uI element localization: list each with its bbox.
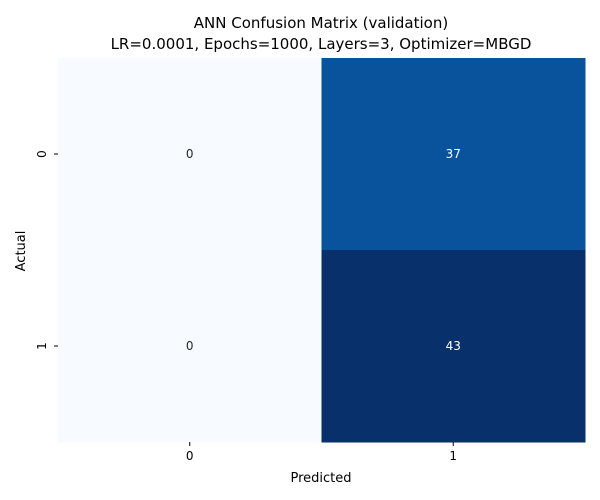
cell-annotations: 0 37 0 43 (186, 147, 461, 353)
y-axis: 01 (35, 150, 58, 350)
heatmap-cell-1-0 (58, 250, 322, 443)
heatmap-cell-0-1 (321, 58, 586, 251)
chart-subtitle: LR=0.0001, Epochs=1000, Layers=3, Optimi… (111, 35, 532, 53)
cell-value-label: 37 (446, 147, 461, 161)
chart-title: ANN Confusion Matrix (validation) (194, 14, 448, 32)
y-tick-label: 1 (35, 342, 49, 350)
heatmap-cells (58, 58, 586, 443)
cell-value-label: 0 (186, 147, 194, 161)
x-tick-label: 0 (186, 449, 194, 463)
x-tick-label: 1 (449, 449, 457, 463)
cell-value-label: 0 (186, 339, 194, 353)
y-tick-label: 0 (35, 150, 49, 158)
x-axis-label: Predicted (290, 471, 351, 486)
heatmap-cell-1-1 (321, 250, 586, 443)
cell-value-label: 43 (446, 339, 461, 353)
heatmap-cell-0-0 (58, 58, 322, 251)
y-axis-label: Actual (14, 231, 29, 272)
